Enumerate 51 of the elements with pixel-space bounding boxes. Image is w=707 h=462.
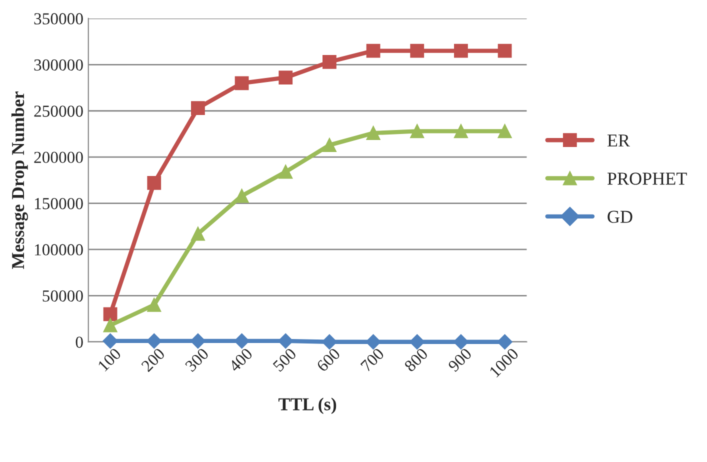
point (191, 101, 205, 116)
x-axis-title: TTL (s) (278, 398, 336, 414)
point (322, 54, 336, 69)
y-tick-label: 0 (76, 336, 83, 348)
point (410, 44, 424, 58)
point (366, 126, 380, 140)
x-tick-label: 800 (404, 348, 428, 372)
point (102, 333, 118, 349)
point (497, 334, 512, 350)
x-tick-label: 400 (228, 348, 254, 372)
point (366, 44, 380, 58)
legend-label: PROPHET (607, 172, 687, 185)
point (103, 318, 118, 332)
point (190, 333, 206, 349)
y-tick-label: 300000 (34, 59, 83, 71)
point (366, 334, 381, 350)
x-tick-label: 900 (448, 348, 472, 372)
point (453, 334, 469, 350)
point (410, 334, 425, 350)
point (278, 333, 294, 349)
point (234, 333, 250, 349)
y-tick-label: 200000 (34, 152, 83, 164)
x-tick-label: 600 (316, 348, 341, 372)
point (103, 307, 118, 322)
point (278, 164, 293, 179)
x-tick-label: 300 (184, 348, 210, 372)
point (146, 333, 162, 349)
point (498, 124, 512, 138)
x-tick-label: 100 (97, 348, 122, 372)
point (147, 176, 162, 190)
point (498, 44, 512, 58)
x-tick-label: 200 (140, 348, 166, 372)
point (454, 124, 468, 138)
y-tick-label: 250000 (34, 106, 83, 117)
y-tick-label: 100000 (34, 244, 83, 256)
y-tick-label: 150000 (34, 198, 83, 210)
point (454, 44, 468, 58)
point (278, 70, 293, 85)
point (191, 226, 205, 241)
legend-label: ER (607, 134, 630, 146)
point (322, 334, 338, 350)
point (410, 124, 424, 138)
y-tick-label: 350000 (34, 13, 83, 24)
x-tick-label: 500 (272, 348, 297, 372)
y-axis-title: Message Drop Number (11, 91, 28, 269)
legend-label: GD (608, 210, 632, 223)
y-tick-label: 50000 (42, 290, 83, 302)
point (322, 138, 336, 152)
point (147, 298, 162, 312)
point (234, 76, 249, 90)
x-tick-label: 700 (360, 348, 385, 372)
